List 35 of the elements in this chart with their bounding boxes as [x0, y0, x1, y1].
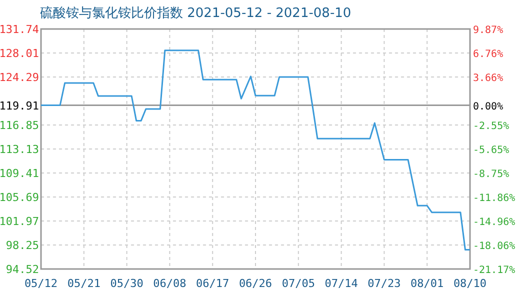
y2-tick-label: -18.06% [473, 240, 516, 252]
x-tick-label: 08/10 [453, 277, 487, 290]
y2-tick-label: 9.87% [473, 25, 504, 36]
y2-tick-label: 0.00% [473, 101, 504, 112]
y-tick-label: 113.13 [0, 143, 39, 156]
x-tick-label: 08/01 [410, 277, 444, 290]
y-tick-label: 131.74 [0, 23, 40, 36]
y2-tick-label: -8.75% [473, 168, 510, 180]
x-tick-label: 06/17 [196, 277, 230, 290]
y-tick-label: 101.97 [0, 214, 39, 228]
x-tick-label: 05/12 [24, 277, 58, 290]
y-tick-label: 128.01 [0, 47, 39, 60]
y-tick-label: 119.91 [0, 99, 39, 112]
line-series [40, 50, 471, 250]
y2-tick-label: -11.86% [473, 193, 516, 204]
y2-tick-label: 3.66% [473, 73, 504, 84]
x-tick-label: 05/21 [67, 277, 100, 290]
x-tick-label: 07/14 [324, 277, 358, 290]
y-tick-label: 124.29 [0, 71, 39, 84]
y-tick-label: 98.25 [6, 238, 39, 252]
chart-title: 硫酸铵与氯化铵比价指数 2021-05-12 - 2021-08-10 [40, 6, 352, 21]
y-tick-label: 94.52 [6, 263, 39, 276]
y2-tick-label: -2.55% [473, 121, 510, 132]
y-tick-label: 109.41 [0, 166, 39, 180]
y2-tick-label: -5.65% [473, 145, 510, 156]
y2-tick-label: -14.96% [473, 216, 516, 228]
x-tick-label: 06/08 [153, 277, 186, 290]
y-tick-label: 116.85 [0, 119, 39, 132]
y-tick-label: 105.69 [0, 190, 39, 204]
x-tick-label: 07/23 [368, 277, 401, 290]
y2-tick-label: -21.17% [473, 265, 516, 276]
x-tick-label: 07/05 [282, 277, 315, 290]
x-tick-label: 05/30 [110, 277, 144, 290]
y2-tick-label: 6.76% [473, 49, 504, 60]
x-tick-label: 06/26 [238, 277, 272, 290]
